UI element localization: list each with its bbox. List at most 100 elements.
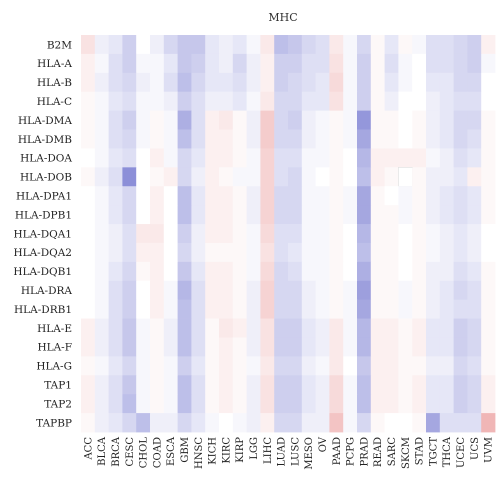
heatmap-cell (150, 356, 165, 376)
heatmap-cell (122, 167, 137, 187)
heatmap-cell (191, 413, 206, 433)
heatmap-cell (467, 186, 482, 206)
heatmap-cell (177, 167, 192, 187)
heatmap-cell (191, 53, 206, 74)
heatmap-cell (481, 129, 496, 149)
heatmap-cell (301, 356, 316, 376)
heatmap-cell (246, 280, 261, 301)
heatmap-cell (384, 318, 399, 338)
heatmap-cell (163, 318, 178, 338)
heatmap-cell (370, 413, 385, 433)
heatmap-cell (398, 356, 413, 376)
heatmap-cell (426, 224, 441, 244)
heatmap-cell (219, 280, 234, 301)
heatmap-cell (232, 110, 247, 130)
heatmap-cell (136, 186, 151, 206)
heatmap-cell (329, 337, 344, 357)
heatmap-cell (163, 224, 178, 244)
column-label: READ (373, 437, 384, 467)
heatmap-cell (481, 280, 496, 301)
heatmap-cell (136, 224, 151, 244)
heatmap-cell (288, 167, 303, 187)
heatmap-cell (288, 394, 303, 414)
heatmap-cell (426, 318, 441, 338)
heatmap-cell (301, 337, 316, 357)
heatmap-cell (315, 53, 330, 74)
heatmap-cell (219, 148, 234, 168)
heatmap-cell (481, 186, 496, 206)
heatmap-cell (412, 72, 427, 93)
heatmap-cell (426, 205, 441, 225)
heatmap-cell (122, 72, 137, 93)
heatmap-cell (329, 72, 344, 93)
heatmap-cell (343, 186, 358, 206)
heatmap-cell (453, 280, 468, 301)
heatmap-cell (246, 375, 261, 395)
heatmap-cell (398, 148, 413, 168)
heatmap-cell (301, 53, 316, 74)
row-label: HLA-F (37, 342, 72, 354)
heatmap-cell (343, 337, 358, 357)
heatmap-cell (329, 53, 344, 74)
heatmap-cell (191, 224, 206, 244)
heatmap-cell (219, 53, 234, 74)
heatmap-cell (191, 394, 206, 414)
heatmap-cell (412, 299, 427, 319)
heatmap-cell (453, 167, 468, 187)
column-label: THCA (442, 436, 453, 467)
heatmap-cell (329, 394, 344, 414)
heatmap-cell (205, 205, 220, 225)
heatmap-cell (177, 337, 192, 357)
heatmap-cell (108, 261, 123, 282)
heatmap-cell (481, 110, 496, 130)
heatmap-cell (467, 280, 482, 301)
column-label: KIRP (235, 437, 246, 463)
heatmap-cell (94, 261, 109, 282)
heatmap-cell (453, 186, 468, 206)
heatmap-cell (150, 91, 165, 112)
heatmap-cell (481, 261, 496, 282)
heatmap-cell (81, 148, 96, 168)
heatmap-cell (439, 91, 454, 112)
heatmap-cell (315, 413, 330, 433)
heatmap-cell (94, 337, 109, 357)
heatmap-cell (136, 53, 151, 74)
row-label: HLA-DMA (18, 115, 72, 127)
heatmap-cell (343, 167, 358, 187)
heatmap-cell (343, 375, 358, 395)
heatmap-cell (274, 186, 289, 206)
heatmap-cell (219, 110, 234, 130)
heatmap-cell (136, 167, 151, 187)
heatmap-cell (274, 318, 289, 338)
heatmap-cells (81, 35, 496, 433)
heatmap-cell (122, 35, 137, 55)
heatmap-cell (398, 280, 413, 301)
heatmap-cell (191, 110, 206, 130)
heatmap-cell (412, 53, 427, 74)
heatmap-cell (205, 375, 220, 395)
heatmap-cell (163, 242, 178, 263)
heatmap-cell (94, 394, 109, 414)
heatmap-cell (260, 337, 275, 357)
heatmap-cell (136, 318, 151, 338)
heatmap-cell (288, 129, 303, 149)
heatmap-cell (467, 261, 482, 282)
heatmap-cell (288, 413, 303, 433)
heatmap-cell (163, 148, 178, 168)
heatmap-cell (370, 129, 385, 149)
heatmap-cell (439, 375, 454, 395)
heatmap-cell (150, 299, 165, 319)
heatmap-cell (412, 280, 427, 301)
heatmap-cell (315, 299, 330, 319)
heatmap-cell (370, 394, 385, 414)
heatmap-cell (439, 186, 454, 206)
heatmap-cell (177, 91, 192, 112)
row-label: HLA-DQB1 (13, 266, 72, 278)
heatmap-cell (246, 242, 261, 263)
heatmap-cell (329, 35, 344, 55)
heatmap-cell (108, 413, 123, 433)
heatmap-cell (467, 224, 482, 244)
heatmap-cell (398, 129, 413, 149)
heatmap-cell (467, 167, 482, 187)
heatmap-cell (81, 35, 96, 55)
